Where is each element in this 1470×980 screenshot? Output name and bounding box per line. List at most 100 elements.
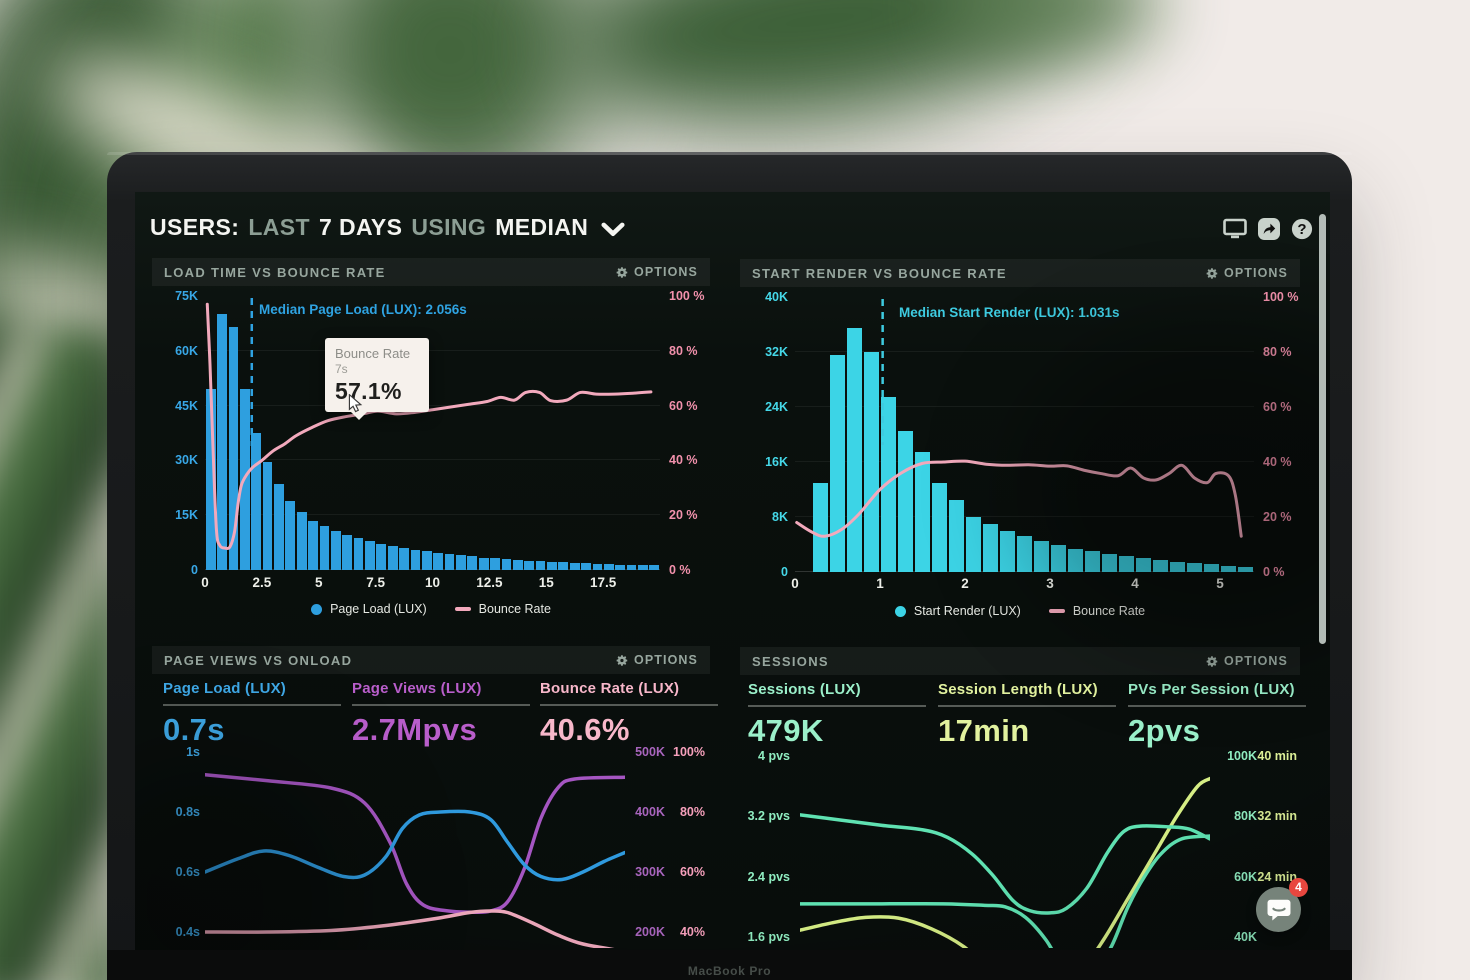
- chart-plot-area[interactable]: Median Start Render (LUX): 1.031s: [795, 297, 1254, 572]
- chart-legend: Start Render (LUX) Bounce Rate: [740, 604, 1300, 618]
- histogram-bar[interactable]: [592, 563, 603, 570]
- histogram-bar[interactable]: [262, 462, 273, 570]
- y-axis-left-label: 8K: [772, 510, 788, 524]
- histogram-bar[interactable]: [558, 562, 569, 570]
- metric-value: 2.7Mpvs: [352, 712, 478, 747]
- histogram-bar[interactable]: [1237, 566, 1254, 572]
- legend-item[interactable]: Bounce Rate: [454, 602, 551, 616]
- histogram-bar[interactable]: [535, 561, 546, 570]
- histogram-bar[interactable]: [467, 556, 478, 570]
- histogram-bar[interactable]: [490, 558, 500, 570]
- mini-axis-mid-label: 60K: [1234, 870, 1257, 884]
- histogram-bar[interactable]: [931, 482, 948, 572]
- histogram-bar[interactable]: [846, 327, 863, 572]
- chat-widget-button[interactable]: [1256, 887, 1301, 932]
- histogram-bar[interactable]: [1220, 565, 1237, 572]
- histogram-bar[interactable]: [433, 552, 444, 570]
- histogram-bar[interactable]: [342, 534, 353, 570]
- histogram-bar[interactable]: [626, 564, 637, 570]
- histogram-bar[interactable]: [217, 314, 227, 570]
- vertical-scrollbar[interactable]: [1319, 214, 1326, 644]
- histogram-bar[interactable]: [1016, 536, 1033, 572]
- histogram-bar[interactable]: [1101, 554, 1118, 572]
- metric-block: Page Views (LUX) 2.7Mpvs: [352, 680, 530, 748]
- options-button[interactable]: OPTIONS: [1205, 654, 1288, 668]
- histogram-bar[interactable]: [524, 560, 535, 570]
- histogram-bar[interactable]: [274, 484, 284, 570]
- histogram-bar[interactable]: [863, 352, 880, 572]
- histogram-bar[interactable]: [1067, 548, 1084, 572]
- page-title-dropdown[interactable]: USERS: LAST 7 DAYS USING MEDIAN: [150, 214, 625, 244]
- histogram-bar[interactable]: [999, 530, 1016, 572]
- histogram-bar[interactable]: [615, 564, 626, 570]
- histogram-bar[interactable]: [581, 563, 591, 570]
- histogram-bar[interactable]: [812, 482, 829, 572]
- histogram-bar[interactable]: [330, 530, 341, 570]
- histogram-bar[interactable]: [638, 565, 648, 570]
- histogram-bar[interactable]: [251, 433, 262, 570]
- mini-axis-right-label: 40 min: [1257, 749, 1297, 763]
- options-button[interactable]: OPTIONS: [615, 653, 698, 667]
- histogram-bar[interactable]: [1203, 564, 1220, 572]
- histogram-bar[interactable]: [1050, 545, 1067, 572]
- histogram-bar[interactable]: [365, 541, 375, 570]
- histogram-bar[interactable]: [376, 543, 387, 570]
- histogram-bar[interactable]: [897, 431, 914, 572]
- histogram-bar[interactable]: [387, 545, 398, 570]
- chart-plot-area[interactable]: Median Page Load (LUX): 2.056s: [205, 296, 660, 570]
- histogram-bar[interactable]: [228, 327, 239, 570]
- histogram-bar[interactable]: [1186, 563, 1203, 572]
- x-axis-label: 1: [876, 576, 884, 591]
- histogram-bar[interactable]: [308, 520, 318, 570]
- histogram-bar[interactable]: [547, 561, 557, 570]
- histogram-bar[interactable]: [444, 554, 455, 570]
- histogram-bar[interactable]: [1135, 558, 1152, 572]
- options-button[interactable]: OPTIONS: [615, 265, 698, 279]
- legend-item[interactable]: Start Render (LUX): [894, 604, 1021, 618]
- histogram-bar[interactable]: [948, 499, 965, 572]
- display-icon[interactable]: [1223, 218, 1247, 240]
- histogram-bar[interactable]: [1084, 551, 1101, 572]
- share-icon[interactable]: [1258, 218, 1280, 240]
- legend-item[interactable]: Bounce Rate: [1048, 604, 1145, 618]
- gridline: [205, 404, 660, 406]
- histogram-bar[interactable]: [1152, 560, 1169, 572]
- median-annotation: Median Page Load (LUX): 2.056s: [259, 302, 467, 317]
- histogram-bar[interactable]: [478, 557, 489, 570]
- histogram-bar[interactable]: [829, 355, 846, 572]
- histogram-bar[interactable]: [353, 538, 364, 570]
- histogram-bar[interactable]: [410, 549, 421, 570]
- histogram-bar[interactable]: [914, 451, 931, 572]
- histogram-bar[interactable]: [456, 555, 466, 570]
- panel-title: START RENDER VS BOUNCE RATE: [752, 265, 1007, 281]
- chart-plot-area[interactable]: [205, 742, 625, 948]
- histogram-bar[interactable]: [285, 500, 296, 570]
- help-icon[interactable]: ?: [1291, 218, 1313, 240]
- options-button[interactable]: OPTIONS: [1205, 266, 1288, 280]
- histogram-bar[interactable]: [1118, 556, 1135, 572]
- histogram-bar[interactable]: [603, 564, 614, 570]
- histogram-bar[interactable]: [399, 548, 409, 570]
- histogram-bar[interactable]: [965, 517, 982, 572]
- histogram-bar[interactable]: [319, 526, 330, 570]
- chart-plot-area[interactable]: [800, 742, 1210, 948]
- chart-body: Page Load (LUX) 0.7s Page Views (LUX) 2.7Mp…: [152, 646, 718, 948]
- histogram-bar[interactable]: [880, 396, 897, 572]
- histogram-bar[interactable]: [1033, 541, 1050, 572]
- histogram-bar[interactable]: [296, 511, 307, 570]
- gridline: [795, 516, 1254, 517]
- histogram-bar[interactable]: [649, 565, 660, 570]
- mini-axis-left-label: 1s: [186, 745, 200, 759]
- y-axis-right-label: 0 %: [669, 563, 691, 577]
- mini-axis-left-label: 3.2 pvs: [747, 809, 790, 823]
- legend-item[interactable]: Page Load (LUX): [311, 602, 427, 616]
- histogram-bar[interactable]: [569, 563, 580, 570]
- histogram-bar[interactable]: [421, 551, 432, 570]
- histogram-bar[interactable]: [982, 523, 999, 572]
- histogram-bar[interactable]: [1169, 561, 1186, 572]
- histogram-bar[interactable]: [501, 559, 512, 570]
- histogram-bar[interactable]: [205, 389, 216, 570]
- y-axis-left-label: 60K: [175, 343, 198, 358]
- histogram-bar[interactable]: [512, 560, 523, 570]
